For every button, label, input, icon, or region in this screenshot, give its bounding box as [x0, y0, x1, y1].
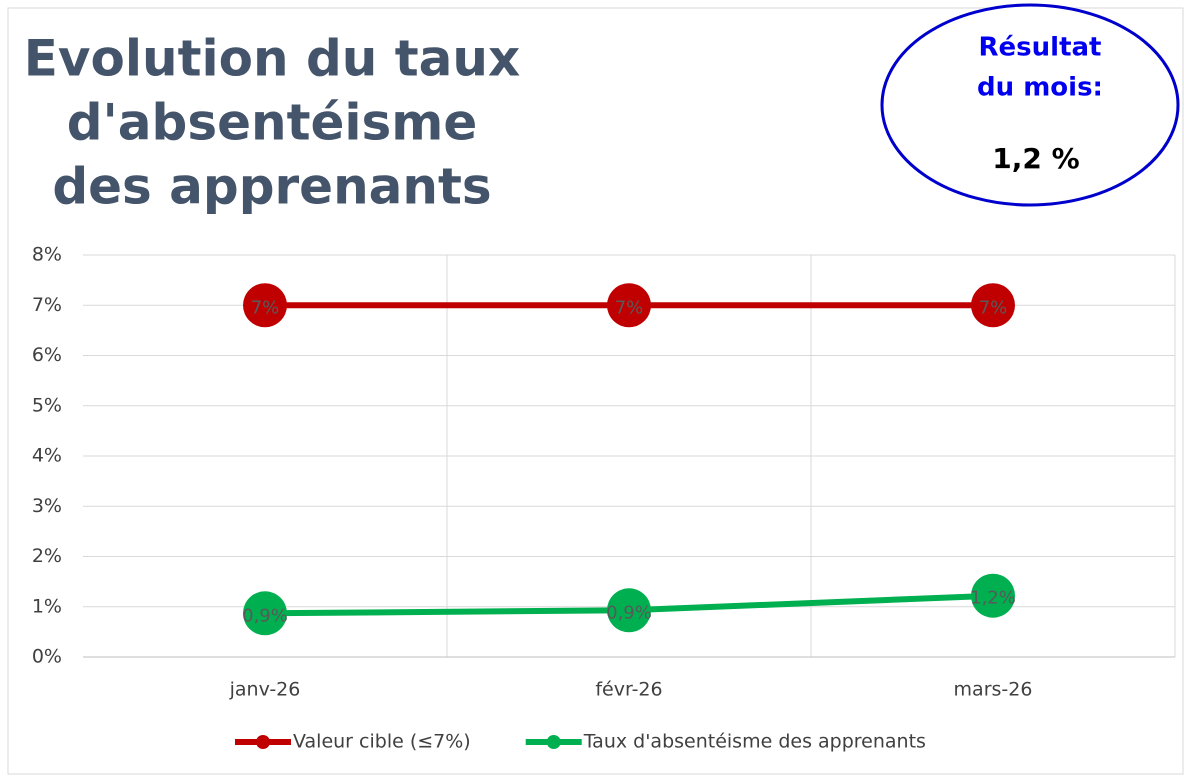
result-bubble	[880, 3, 1180, 207]
annotation-label: Résultat	[979, 33, 1102, 63]
chart-title: Evolution du taux	[24, 30, 521, 88]
legend-marker	[546, 735, 561, 749]
x-tick-label: janv-26	[229, 679, 301, 701]
y-tick-label: 8%	[32, 244, 62, 266]
marker	[971, 283, 1015, 328]
chart-title: des apprenants	[52, 158, 491, 216]
annotation-label: du mois:	[977, 73, 1103, 103]
y-tick-label: 0%	[32, 646, 62, 668]
y-tick-label: 7%	[32, 294, 62, 316]
y-tick-label: 1%	[32, 595, 62, 617]
y-tick-label: 6%	[32, 344, 62, 366]
y-tick-label: 3%	[32, 495, 62, 517]
legend-marker	[256, 735, 270, 749]
legend-label: Valeur cible (≤7%)	[293, 731, 471, 753]
marker	[243, 283, 287, 328]
marker	[971, 573, 1015, 618]
y-tick-label: 4%	[32, 445, 62, 467]
chart-title: d'absentéisme	[67, 94, 478, 152]
legend-label: Taux d'absentéisme des apprenants	[583, 731, 926, 753]
data-label: 7%	[979, 297, 1008, 318]
data-label: 7%	[251, 297, 280, 318]
annotation-value: 1,2 %	[992, 142, 1079, 175]
marker	[607, 283, 651, 328]
marker	[243, 591, 287, 636]
data-label: 7%	[615, 297, 644, 318]
x-tick-label: févr-26	[595, 679, 662, 701]
data-label: 0,9%	[606, 602, 652, 623]
chart-border	[7, 7, 1184, 775]
y-tick-label: 2%	[32, 545, 62, 567]
y-tick-label: 5%	[32, 394, 62, 416]
data-label: 1,2%	[970, 588, 1016, 609]
marker	[607, 588, 651, 633]
x-tick-label: mars-26	[954, 679, 1033, 701]
data-label: 0,9%	[242, 605, 288, 626]
